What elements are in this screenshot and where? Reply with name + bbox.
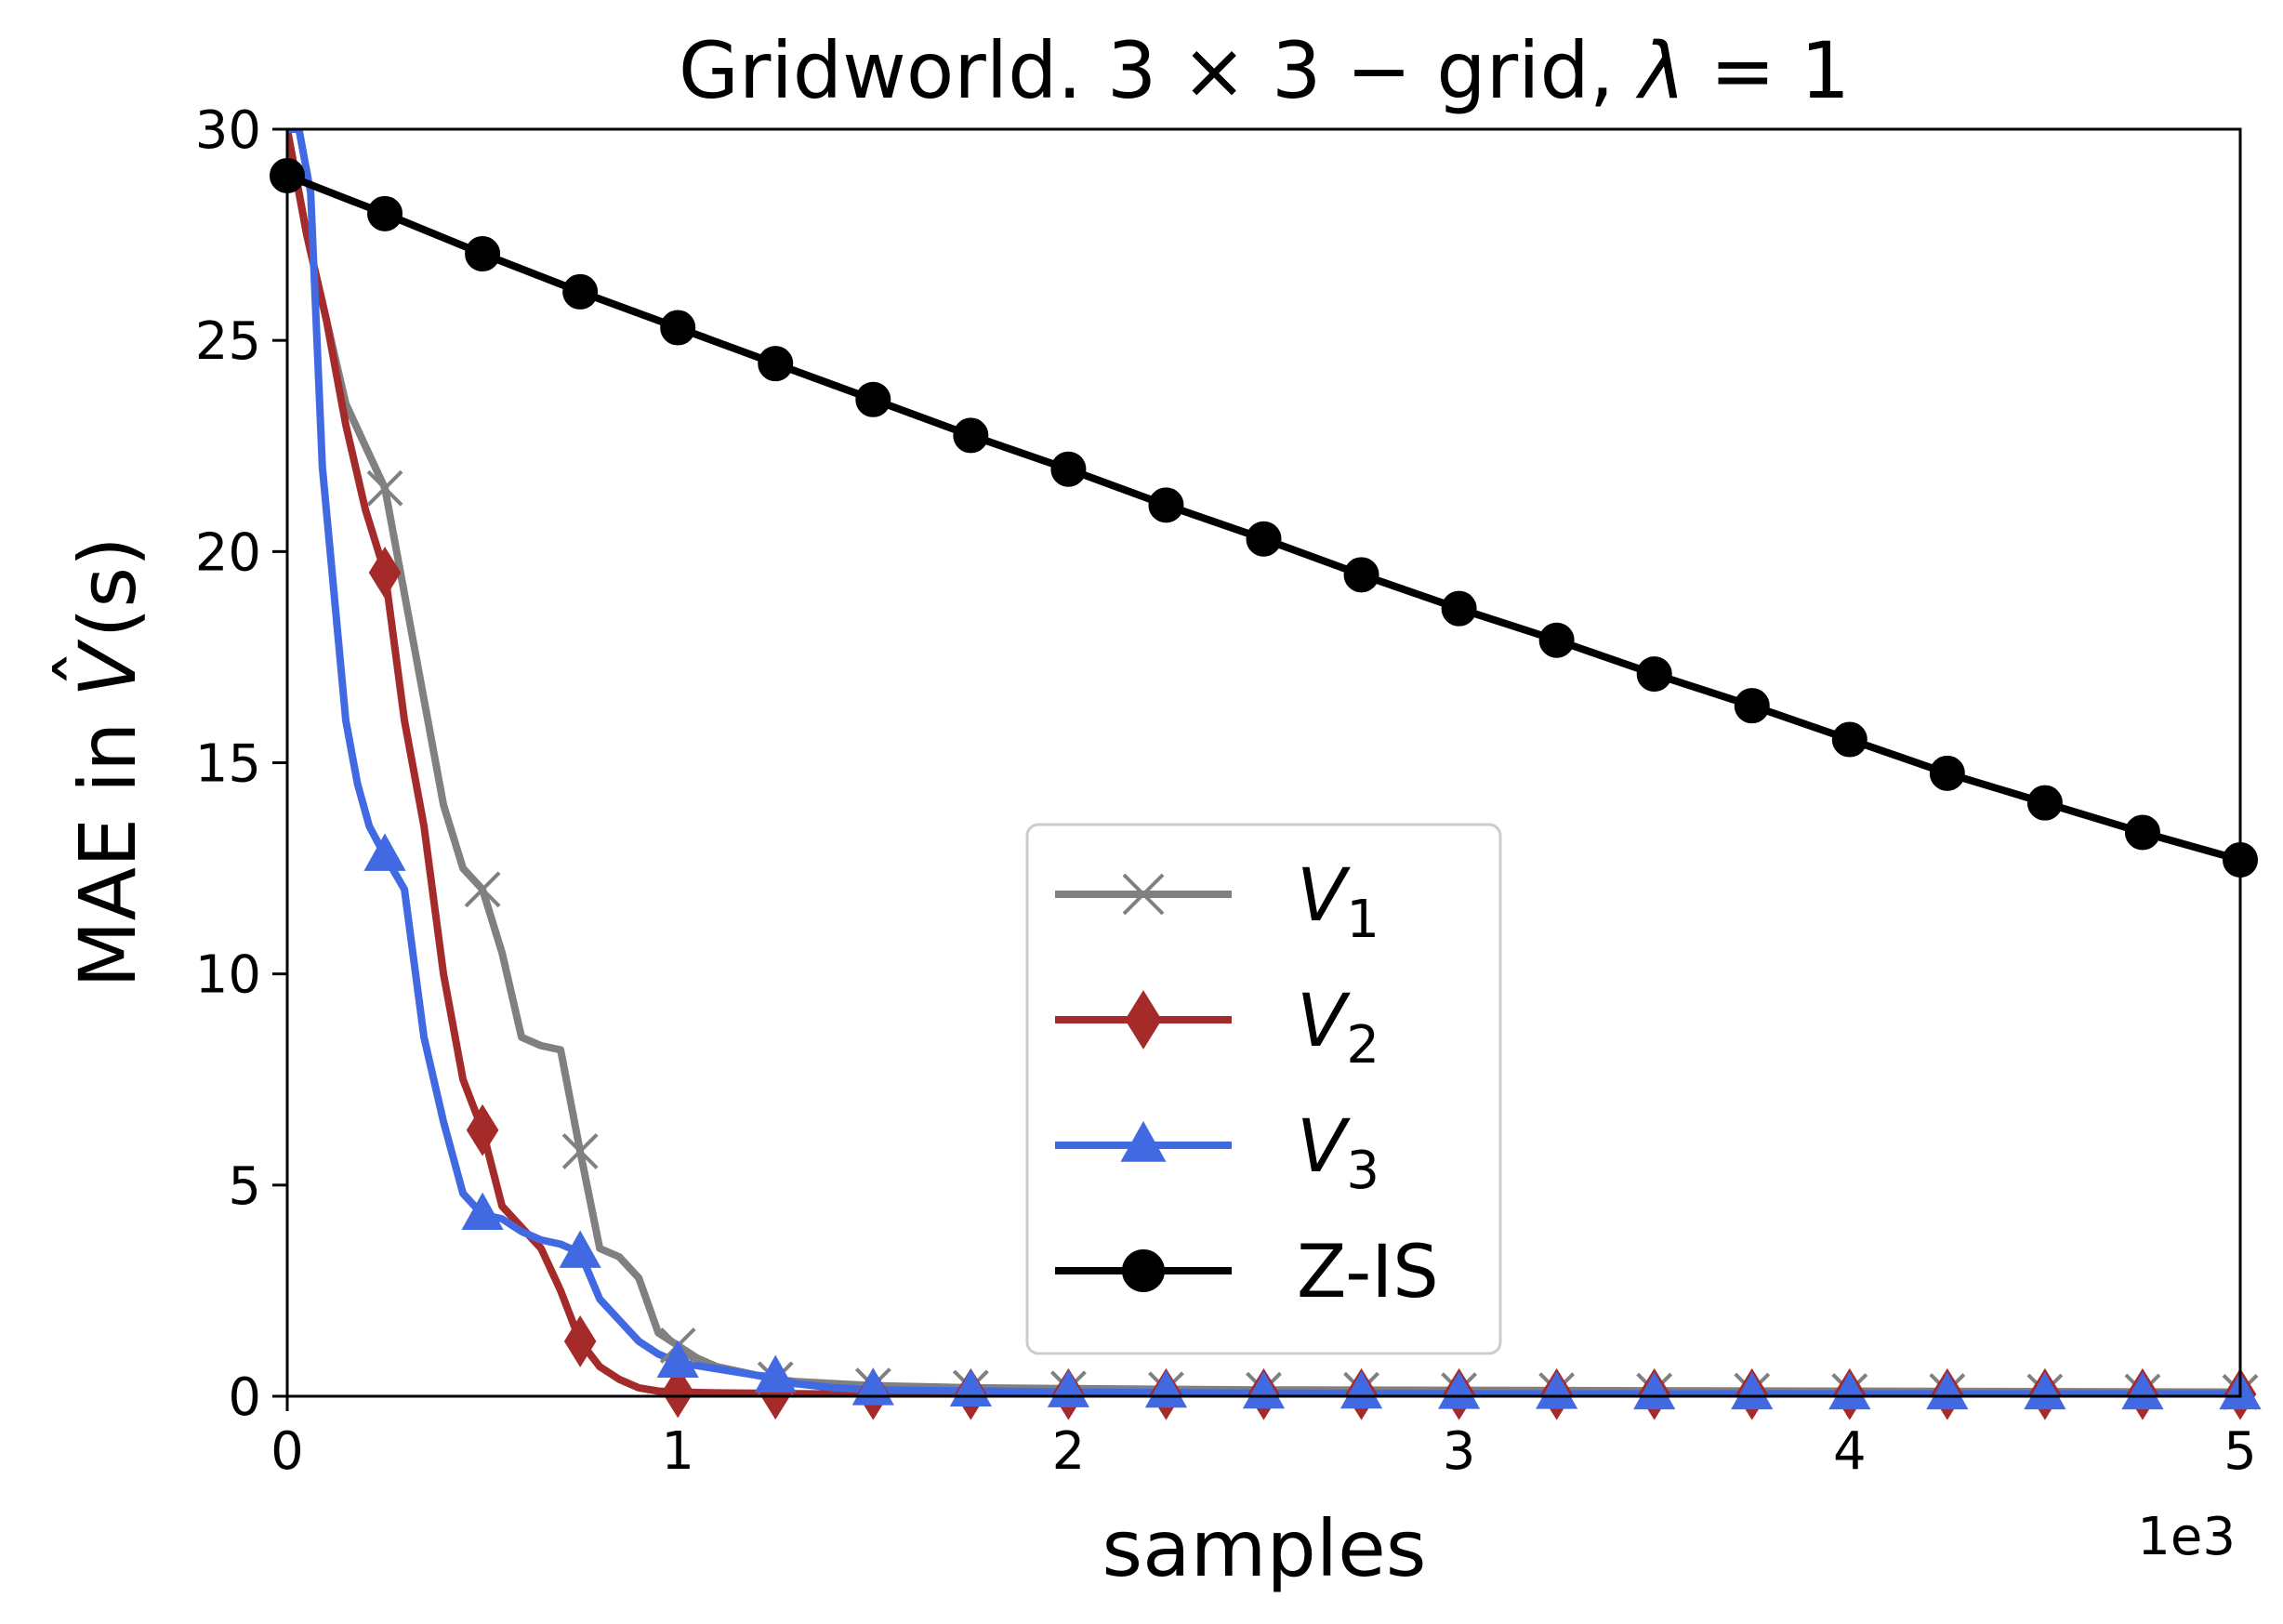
legend-label: V3 [1297,1105,1379,1201]
marker-v3 [461,1192,504,1231]
marker-v3 [656,1340,699,1379]
marker-z-is [465,236,501,272]
marker-v2 [368,547,402,599]
marker-z-is [1929,755,1965,791]
marker-v3 [1828,1371,1871,1410]
marker-z-is [855,381,891,417]
x-tick-label: 3 [1443,1421,1476,1482]
marker-z-is [1734,688,1770,724]
marker-v3 [559,1230,601,1268]
marker-v2 [563,1315,597,1367]
legend-entry-v1: V1 [1055,854,1379,950]
marker-z-is [1636,656,1672,693]
y-tick-label: 0 [228,1367,261,1428]
marker-v2 [466,1103,499,1156]
marker-z-is [1050,451,1087,487]
legend-marker-v1 [1122,873,1165,916]
marker-v3 [1536,1371,1578,1409]
marker-z-is [2124,814,2160,851]
title-lambda: λ [1635,25,1685,116]
marker-z-is [953,417,989,454]
y-tick-label: 5 [228,1156,261,1217]
y-axis-title-hat: ˆ [42,649,133,688]
x-axis-title: samples [1102,1503,1426,1594]
legend-label: V1 [1297,854,1379,950]
marker-z-is [562,273,599,310]
marker-z-is [2026,785,2063,821]
chart-title: Gridworld. 3 × 3 − grid, λ = 1 [679,25,1850,116]
marker-v3 [754,1354,797,1393]
marker-v3 [363,833,406,871]
y-axis-title-var: V [62,639,153,697]
legend-label: Z-IS [1297,1231,1439,1314]
marker-z-is [1246,521,1282,557]
y-tick-label: 10 [195,945,261,1006]
y-tick-label: 15 [195,734,261,795]
marker-z-is [367,195,403,231]
marker-v3 [1437,1371,1481,1409]
marker-v3 [1339,1370,1383,1409]
y-axis: 0 5 10 15 20 25 30 [195,100,287,1428]
marker-v3 [2121,1371,2164,1410]
marker-z-is [758,346,794,382]
marker-z-is [1343,557,1379,593]
legend-entry-v3: V3 [1055,1105,1379,1201]
marker-v1 [464,871,501,908]
y-tick-label: 25 [195,311,261,372]
legend-entry-z-is: Z-IS [1055,1231,1439,1314]
legend-entry-v2: V2 [1055,980,1379,1076]
marker-v1 [366,469,403,507]
marker-v3 [1242,1370,1286,1409]
legend-label: V2 [1297,980,1379,1076]
marker-v3 [1731,1371,1774,1410]
marker-z-is [1538,622,1575,658]
marker-v3 [1144,1369,1188,1408]
x-tick-label: 2 [1052,1421,1086,1482]
x-tick-label: 4 [1833,1421,1867,1482]
plot-frame [285,127,2242,1398]
marker-z-is [1441,590,1477,627]
y-tick-label: 30 [195,100,261,161]
x-tick-label: 5 [2224,1421,2257,1482]
legend-marker-z-is [1122,1249,1165,1292]
marker-v3 [2024,1371,2066,1410]
x-axis-multiplier: 1e3 [2137,1507,2236,1567]
x-tick-label: 1 [661,1421,694,1482]
legend-box [1025,823,1502,1355]
legend-marker-v2 [1125,990,1162,1050]
marker-z-is [1831,721,1867,758]
y-tick-label: 20 [195,522,261,583]
marker-layer [270,157,2262,1420]
y-axis-title: MAE in Vˆ(s) [42,536,153,988]
marker-v3 [1047,1369,1090,1407]
legend: V1 V2 V3 Z-IS [1025,823,1502,1355]
marker-v3 [1926,1371,1969,1410]
marker-v1 [561,1133,599,1169]
marker-z-is [1148,487,1184,523]
marker-z-is [660,310,696,346]
marker-v2 [661,1366,694,1419]
legend-marker-v3 [1120,1120,1167,1162]
marker-v3 [1633,1371,1676,1410]
x-tick-label: 0 [271,1421,304,1482]
